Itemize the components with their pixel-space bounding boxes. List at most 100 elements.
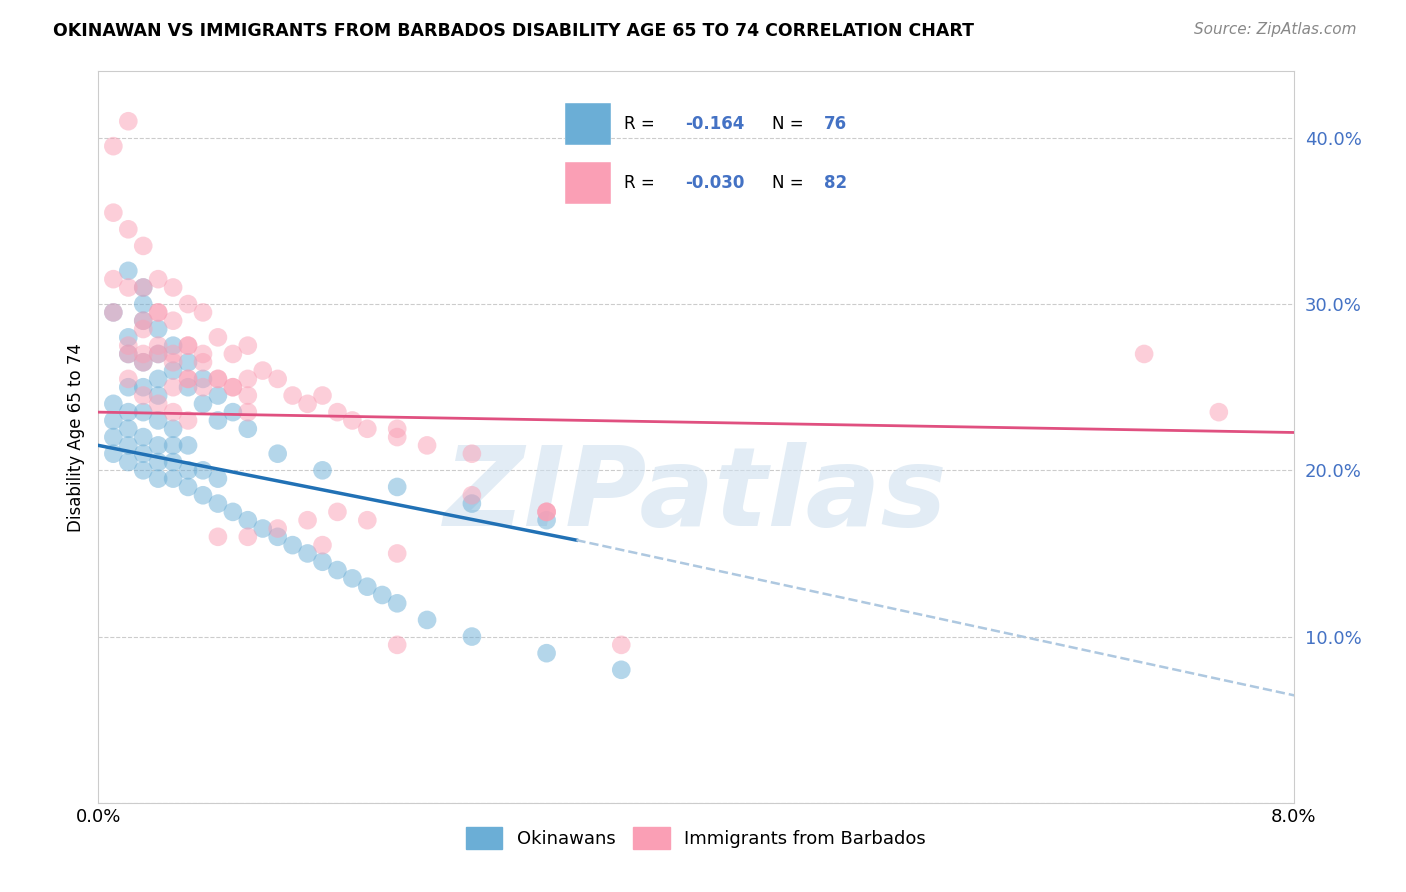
Point	[148, 347, 170, 361]
Point	[177, 463, 200, 477]
Point	[207, 372, 229, 386]
Point	[610, 663, 633, 677]
Point	[177, 338, 200, 352]
Point	[191, 397, 214, 411]
Point	[311, 463, 333, 477]
Point	[326, 505, 349, 519]
Point	[132, 314, 155, 328]
Point	[148, 272, 170, 286]
Point	[117, 222, 139, 236]
Text: OKINAWAN VS IMMIGRANTS FROM BARBADOS DISABILITY AGE 65 TO 74 CORRELATION CHART: OKINAWAN VS IMMIGRANTS FROM BARBADOS DIS…	[53, 22, 974, 40]
Point	[297, 397, 319, 411]
Point	[281, 538, 304, 552]
Point	[326, 563, 349, 577]
Point	[162, 338, 184, 352]
Point	[207, 388, 229, 402]
Point	[267, 530, 290, 544]
Text: ZIPatlas: ZIPatlas	[444, 442, 948, 549]
Point	[385, 430, 409, 444]
Point	[267, 521, 290, 535]
Text: Source: ZipAtlas.com: Source: ZipAtlas.com	[1194, 22, 1357, 37]
Point	[461, 488, 484, 502]
Point	[385, 480, 409, 494]
Point	[342, 571, 364, 585]
Point	[177, 413, 200, 427]
Point	[132, 239, 155, 253]
Point	[222, 380, 245, 394]
Point	[162, 314, 184, 328]
Point	[117, 330, 139, 344]
Point	[177, 438, 200, 452]
Point	[132, 388, 155, 402]
Point	[191, 380, 214, 394]
Point	[132, 463, 155, 477]
Point	[207, 472, 229, 486]
Point	[236, 388, 259, 402]
Point	[148, 305, 170, 319]
Point	[132, 355, 155, 369]
Point	[177, 338, 200, 352]
Point	[281, 388, 304, 402]
Point	[416, 613, 439, 627]
Point	[103, 447, 125, 461]
Point	[103, 305, 125, 319]
Point	[148, 397, 170, 411]
Point	[148, 305, 170, 319]
Point	[536, 505, 558, 519]
Point	[117, 347, 139, 361]
Point	[162, 455, 184, 469]
Point	[461, 447, 484, 461]
Point	[162, 280, 184, 294]
Point	[385, 422, 409, 436]
Point	[148, 338, 170, 352]
Point	[385, 596, 409, 610]
Point	[177, 355, 200, 369]
Point	[162, 405, 184, 419]
Point	[132, 322, 155, 336]
Point	[297, 513, 319, 527]
Point	[148, 438, 170, 452]
Point	[222, 505, 245, 519]
Point	[162, 363, 184, 377]
Point	[236, 530, 259, 544]
Point	[117, 280, 139, 294]
Point	[536, 513, 558, 527]
Point	[356, 513, 378, 527]
Point	[177, 480, 200, 494]
Point	[132, 297, 155, 311]
Point	[117, 380, 139, 394]
Point	[117, 455, 139, 469]
Point	[132, 355, 155, 369]
Point	[207, 330, 229, 344]
Point	[162, 438, 184, 452]
Point	[148, 455, 170, 469]
Point	[297, 546, 319, 560]
Point	[132, 405, 155, 419]
Point	[1208, 405, 1230, 419]
Point	[207, 530, 229, 544]
Point	[536, 505, 558, 519]
Point	[536, 646, 558, 660]
Point	[267, 372, 290, 386]
Point	[191, 347, 214, 361]
Point	[103, 413, 125, 427]
Point	[103, 139, 125, 153]
Point	[207, 497, 229, 511]
Point	[191, 305, 214, 319]
Point	[1133, 347, 1156, 361]
Point	[132, 314, 155, 328]
Point	[177, 372, 200, 386]
Point	[117, 264, 139, 278]
Point	[132, 347, 155, 361]
Point	[148, 347, 170, 361]
Point	[236, 405, 259, 419]
Point	[236, 338, 259, 352]
Point	[103, 430, 125, 444]
Point	[103, 205, 125, 219]
Point	[267, 447, 290, 461]
Point	[311, 388, 333, 402]
Point	[103, 305, 125, 319]
Point	[222, 405, 245, 419]
Point	[222, 347, 245, 361]
Point	[311, 538, 333, 552]
